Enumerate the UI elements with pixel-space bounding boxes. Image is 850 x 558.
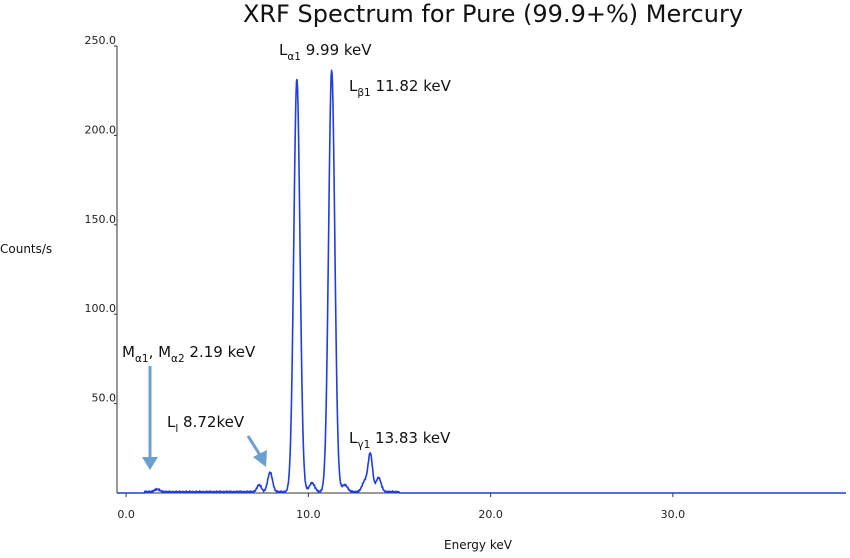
y-axis-label: Counts/s <box>0 242 52 256</box>
annotation-l-beta1-sub: β1 <box>357 87 370 99</box>
chart-title: XRF Spectrum for Pure (99.9+%) Mercury <box>243 0 743 28</box>
x-tick-label: 10.0 <box>296 508 321 521</box>
annotation-l-l-energy: 8.72keV <box>178 413 245 431</box>
y-tick-group: 50.0 100.0 150.0 200.0 250.0 <box>85 34 117 405</box>
annotation-l-l-sub: l <box>175 423 178 435</box>
spectrum-line <box>116 69 847 494</box>
x-tick-group: 0.0 10.0 20.0 30.0 <box>117 493 685 521</box>
annotation-m-alpha-separator: , M <box>149 343 171 361</box>
annotation-m-alpha: Mα1, Mα2 2.19 keV <box>122 343 256 365</box>
annotation-l-gamma1-sub: γ1 <box>357 439 370 451</box>
annotation-m-alpha1-sub: α1 <box>135 353 149 365</box>
x-axis-label: Energy keV <box>444 538 513 552</box>
annotation-l-beta1: Lβ1 11.82 keV <box>349 77 452 99</box>
l-line-arrow-shaft <box>246 435 262 456</box>
x-tick-label: 0.0 <box>117 508 135 521</box>
annotation-l-alpha1: Lα1 9.99 keV <box>279 41 372 63</box>
annotation-m-alpha-energy: 2.19 keV <box>185 343 256 361</box>
x-tick-label: 20.0 <box>478 508 503 521</box>
annotation-l-gamma1-energy: 13.83 keV <box>370 429 451 447</box>
y-tick-label: 250.0 <box>85 34 117 47</box>
y-tick-label: 200.0 <box>85 123 117 136</box>
annotation-l-l-main: L <box>167 413 176 431</box>
annotation-m-alpha-main: M <box>122 343 135 361</box>
annotation-l-l: Ll 8.72keV <box>167 413 245 435</box>
m-line-arrow-head <box>142 457 158 470</box>
y-tick-label: 50.0 <box>92 392 117 405</box>
annotation-l-alpha1-main: L <box>279 41 288 59</box>
l-line-arrow <box>246 435 267 467</box>
annotation-l-beta1-energy: 11.82 keV <box>371 77 452 95</box>
y-tick-label: 150.0 <box>85 213 117 226</box>
annotation-l-alpha1-energy: 9.99 keV <box>301 41 372 59</box>
annotation-l-gamma1-main: L <box>349 429 358 447</box>
y-tick-label: 100.0 <box>85 302 117 315</box>
annotation-l-gamma1: Lγ1 13.83 keV <box>349 429 451 451</box>
x-tick-label: 30.0 <box>661 508 686 521</box>
annotation-l-beta1-main: L <box>349 77 358 95</box>
l-line-arrow-head <box>253 450 267 467</box>
annotation-l-alpha1-sub: α1 <box>287 51 301 63</box>
m-line-arrow <box>142 366 158 470</box>
annotation-m-alpha2-sub: α2 <box>171 353 185 365</box>
